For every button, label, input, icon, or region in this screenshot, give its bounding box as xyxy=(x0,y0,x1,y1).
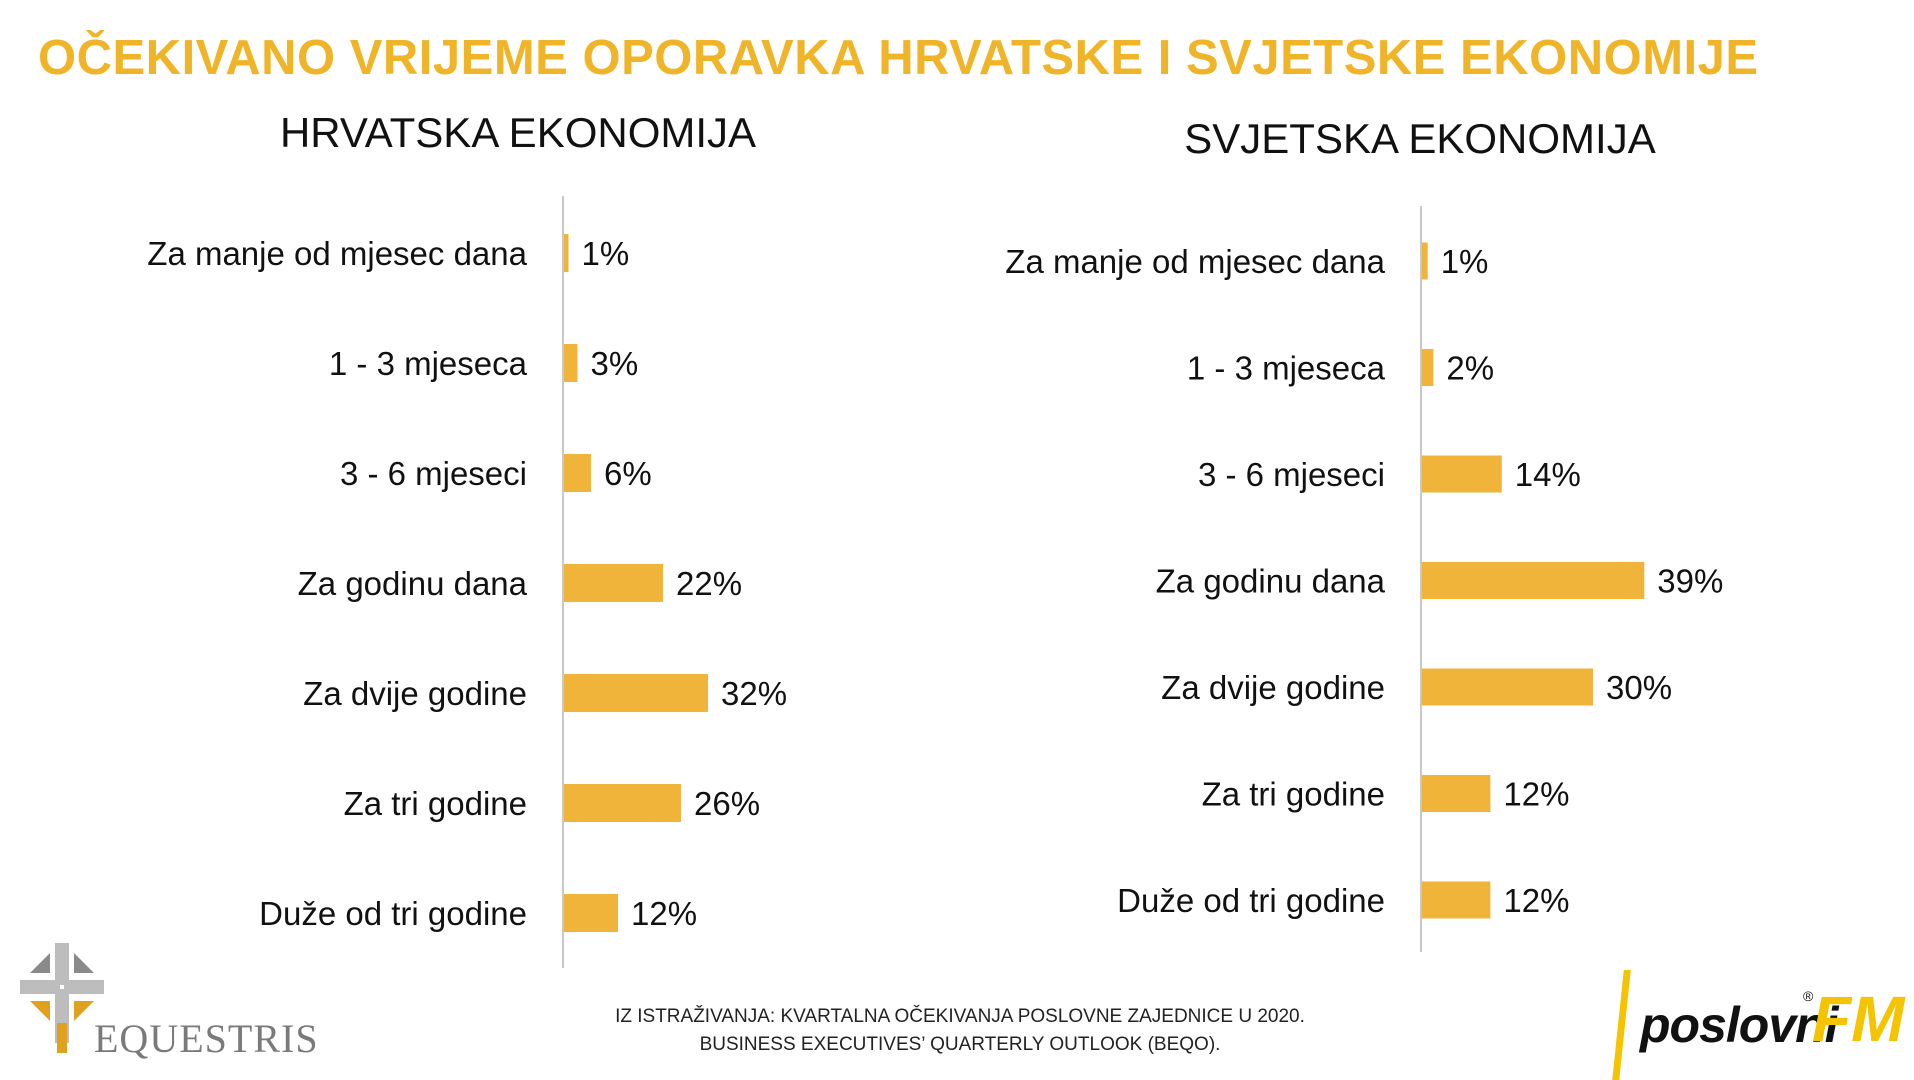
bar xyxy=(1422,455,1502,493)
data-label: 30% xyxy=(1606,669,1672,706)
bar xyxy=(564,674,708,712)
category-label: Duže od tri godine xyxy=(259,895,527,932)
category-label: Za dvije godine xyxy=(1161,669,1385,706)
data-label: 6% xyxy=(604,455,652,492)
category-label: 1 - 3 mjeseca xyxy=(1187,350,1386,387)
data-label: 3% xyxy=(591,345,639,382)
equestris-emblem-icon xyxy=(20,943,104,1053)
data-label: 1% xyxy=(582,235,630,272)
category-label: Duže od tri godine xyxy=(1117,882,1385,919)
source-line-2: BUSINESS EXECUTIVES’ QUARTERLY OUTLOOK (… xyxy=(699,1034,1221,1055)
category-label: 3 - 6 mjeseci xyxy=(340,455,527,492)
data-label: 2% xyxy=(1446,350,1494,387)
data-label: 12% xyxy=(1503,882,1569,919)
category-label: Za godinu dana xyxy=(1156,563,1386,600)
category-label: Za tri godine xyxy=(344,785,527,822)
chart-title: HRVATSKA EKONOMIJA xyxy=(280,109,756,156)
registered-mark: ® xyxy=(1803,988,1814,1004)
data-label: 1% xyxy=(1441,243,1489,280)
source-footer: IZ ISTRAŽIVANJA: KVARTALNA OČEKIVANJA PO… xyxy=(600,1003,1320,1059)
poslovni-fm-logo: poslovni ® FM xyxy=(1610,970,1910,1080)
bar xyxy=(1422,668,1593,706)
equestris-wordmark: EQUESTRIS xyxy=(94,1016,319,1061)
bar xyxy=(564,894,618,932)
bar xyxy=(564,344,578,382)
bar xyxy=(1422,881,1491,919)
category-label: Za godinu dana xyxy=(298,565,528,602)
category-label: Za manje od mjesec dana xyxy=(1005,243,1385,280)
data-label: 14% xyxy=(1515,456,1581,493)
category-label: 1 - 3 mjeseca xyxy=(329,345,528,382)
bar xyxy=(1422,349,1434,386)
data-label: 39% xyxy=(1657,563,1723,600)
data-label: 12% xyxy=(1503,776,1569,813)
bar xyxy=(1422,775,1491,812)
poslovni-wordmark: poslovni xyxy=(1640,997,1839,1053)
category-label: 3 - 6 mjeseci xyxy=(1198,456,1385,493)
data-label: 26% xyxy=(694,785,760,822)
category-label: Za tri godine xyxy=(1202,776,1385,813)
bar xyxy=(564,564,663,602)
equestris-logo: EQUESTRIS xyxy=(20,943,318,1063)
bar xyxy=(1422,242,1428,280)
page-title: OČEKIVANO VRIJEME OPORAVKA HRVATSKE I SV… xyxy=(38,31,1759,85)
source-line-1: IZ ISTRAŽIVANJA: KVARTALNA OČEKIVANJA PO… xyxy=(615,1006,1305,1027)
category-label: Za manje od mjesec dana xyxy=(147,235,527,272)
data-label: 32% xyxy=(721,675,787,712)
bar xyxy=(564,454,591,492)
chart-title: SVJETSKA EKONOMIJA xyxy=(1184,115,1655,162)
category-label: Za dvije godine xyxy=(303,675,527,712)
bar xyxy=(564,234,569,272)
data-label: 22% xyxy=(676,565,742,602)
bar xyxy=(1422,562,1645,599)
bar xyxy=(564,784,681,822)
data-label: 12% xyxy=(631,895,697,932)
fm-wordmark: FM xyxy=(1812,983,1905,1055)
poslovni-fm-bar xyxy=(1612,970,1631,1080)
